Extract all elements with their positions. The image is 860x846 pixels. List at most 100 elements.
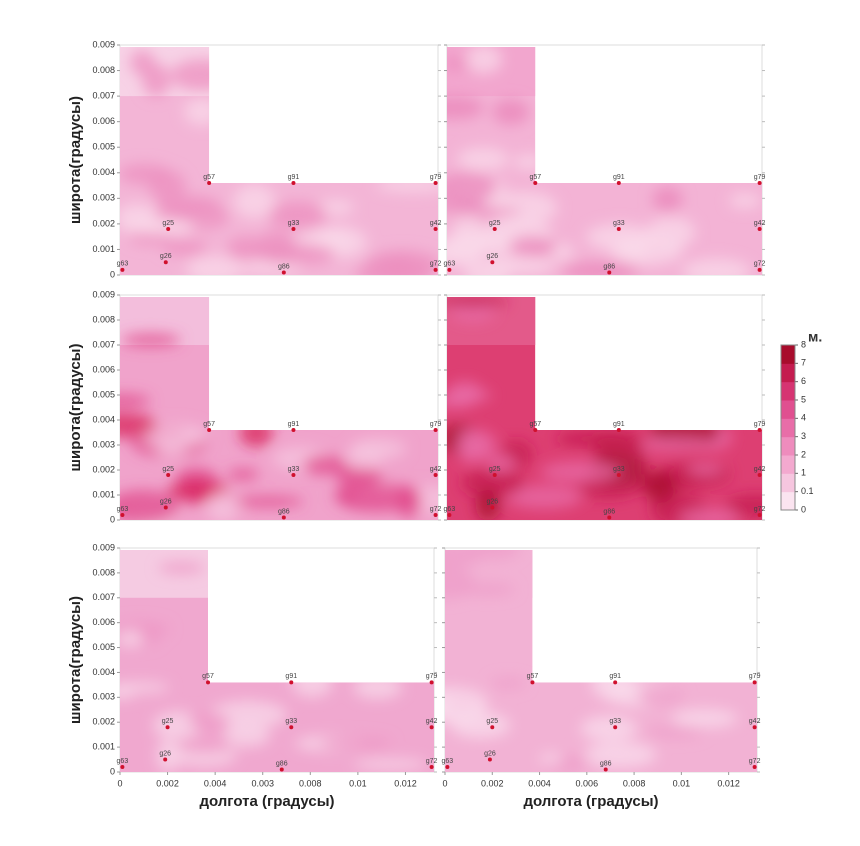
well-marker bbox=[616, 428, 621, 432]
blob bbox=[585, 223, 654, 251]
well-label: g72 bbox=[426, 758, 438, 765]
colorbar-label: 8 bbox=[801, 339, 806, 349]
blob bbox=[445, 687, 488, 719]
blob bbox=[461, 468, 526, 498]
y-tick-label: 0.009 bbox=[92, 542, 115, 552]
panel: g63 g26 g25 g57 g91 g33 g86 g79 g42 g72 bbox=[444, 294, 766, 521]
well-marker bbox=[279, 767, 284, 772]
well-label: g33 bbox=[288, 220, 300, 227]
well-label: g57 bbox=[203, 174, 215, 181]
well-label: g57 bbox=[527, 673, 539, 680]
y-tick-label: 0.008 bbox=[92, 65, 115, 75]
well-marker bbox=[166, 227, 171, 231]
blob bbox=[447, 172, 497, 203]
colorbar-segment bbox=[781, 436, 795, 456]
well-marker bbox=[281, 515, 286, 520]
well-label: g86 bbox=[276, 760, 288, 767]
well-marker bbox=[433, 267, 438, 272]
colorbar-label: 0.1 bbox=[801, 486, 814, 496]
blob bbox=[156, 739, 181, 772]
well-label: g63 bbox=[442, 758, 454, 765]
x-tick-label: 0.008 bbox=[299, 778, 322, 788]
blob bbox=[268, 201, 328, 230]
x-tick-label: 0.012 bbox=[717, 778, 740, 788]
y-tick-label: 0.007 bbox=[92, 90, 115, 100]
blob bbox=[475, 488, 501, 520]
blob bbox=[450, 712, 511, 739]
blob bbox=[462, 430, 497, 461]
well-label: g72 bbox=[430, 506, 442, 513]
well-label: g79 bbox=[426, 673, 438, 680]
well-label: g33 bbox=[285, 718, 297, 725]
blob bbox=[584, 741, 657, 768]
blob bbox=[645, 726, 705, 738]
blob bbox=[646, 216, 696, 248]
well-label: g91 bbox=[285, 673, 297, 680]
x-tick-label: 0 bbox=[117, 778, 122, 788]
y-tick-label: 0.009 bbox=[92, 289, 115, 299]
blob bbox=[161, 240, 209, 256]
well-marker bbox=[757, 513, 762, 517]
well-label: g63 bbox=[444, 261, 456, 268]
well-marker bbox=[490, 505, 495, 510]
well-label: g91 bbox=[613, 174, 625, 181]
well-marker bbox=[433, 428, 438, 432]
blob bbox=[670, 709, 738, 728]
y-tick-label: 0.006 bbox=[92, 617, 115, 627]
blob bbox=[233, 496, 304, 508]
well-marker bbox=[291, 181, 296, 185]
well-marker bbox=[120, 765, 125, 770]
blob bbox=[234, 261, 304, 275]
y-tick-label: 0.001 bbox=[92, 489, 115, 499]
blob bbox=[492, 98, 530, 125]
well-label: g86 bbox=[603, 508, 615, 515]
colorbar-label: 0 bbox=[801, 504, 806, 514]
blob bbox=[157, 561, 206, 574]
texture bbox=[447, 47, 761, 275]
well-label: g25 bbox=[162, 466, 174, 473]
well-label: g63 bbox=[444, 506, 456, 513]
well-label: g91 bbox=[288, 421, 300, 428]
colorbar-segment bbox=[781, 491, 795, 511]
well-marker bbox=[433, 227, 438, 231]
well-marker bbox=[207, 181, 212, 185]
colorbar-label: 5 bbox=[801, 394, 806, 404]
colorbar-label: 2 bbox=[801, 449, 806, 459]
well-label: g42 bbox=[430, 220, 442, 227]
blob bbox=[679, 508, 740, 520]
well-label: g33 bbox=[613, 220, 625, 227]
well-marker bbox=[757, 227, 762, 231]
colorbar-title: м. bbox=[808, 329, 822, 345]
blob bbox=[379, 254, 415, 275]
blob bbox=[486, 455, 516, 473]
well-label: g79 bbox=[754, 421, 766, 428]
well-marker bbox=[752, 765, 757, 770]
blob bbox=[484, 256, 555, 275]
well-label: g63 bbox=[117, 758, 129, 765]
well-label: g26 bbox=[486, 253, 498, 260]
blob bbox=[336, 465, 382, 488]
well-label: g72 bbox=[749, 758, 761, 765]
y-tick-label: 0.002 bbox=[92, 464, 115, 474]
well-label: g79 bbox=[754, 174, 766, 181]
well-marker bbox=[289, 680, 294, 685]
well-label: g86 bbox=[603, 263, 615, 270]
colorbar-segment bbox=[781, 418, 795, 438]
well-label: g42 bbox=[754, 466, 766, 473]
texture bbox=[120, 333, 438, 520]
panel: g63 g26 g25 g57 g91 g33 g86 g79 g42 g72 bbox=[444, 44, 766, 276]
shading bbox=[445, 550, 757, 772]
well-marker bbox=[492, 473, 497, 477]
x-tick-label: 0.002 bbox=[156, 778, 179, 788]
blob bbox=[508, 236, 557, 256]
colorbar-label: 3 bbox=[801, 431, 806, 441]
well-marker bbox=[492, 227, 497, 231]
blob bbox=[465, 47, 503, 74]
panel: 0 0.002 0.004 0.006 0.008 0.01 0.012 долгота (г… bbox=[442, 547, 761, 810]
well-marker bbox=[613, 680, 618, 685]
panel: 0 0.001 0.002 0.003 0.004 0.005 0.006 0.007 0.00… bbox=[67, 542, 438, 810]
well-label: g25 bbox=[162, 220, 174, 227]
blob bbox=[637, 437, 712, 452]
well-label: g42 bbox=[426, 718, 438, 725]
colorbar-label: 6 bbox=[801, 376, 806, 386]
